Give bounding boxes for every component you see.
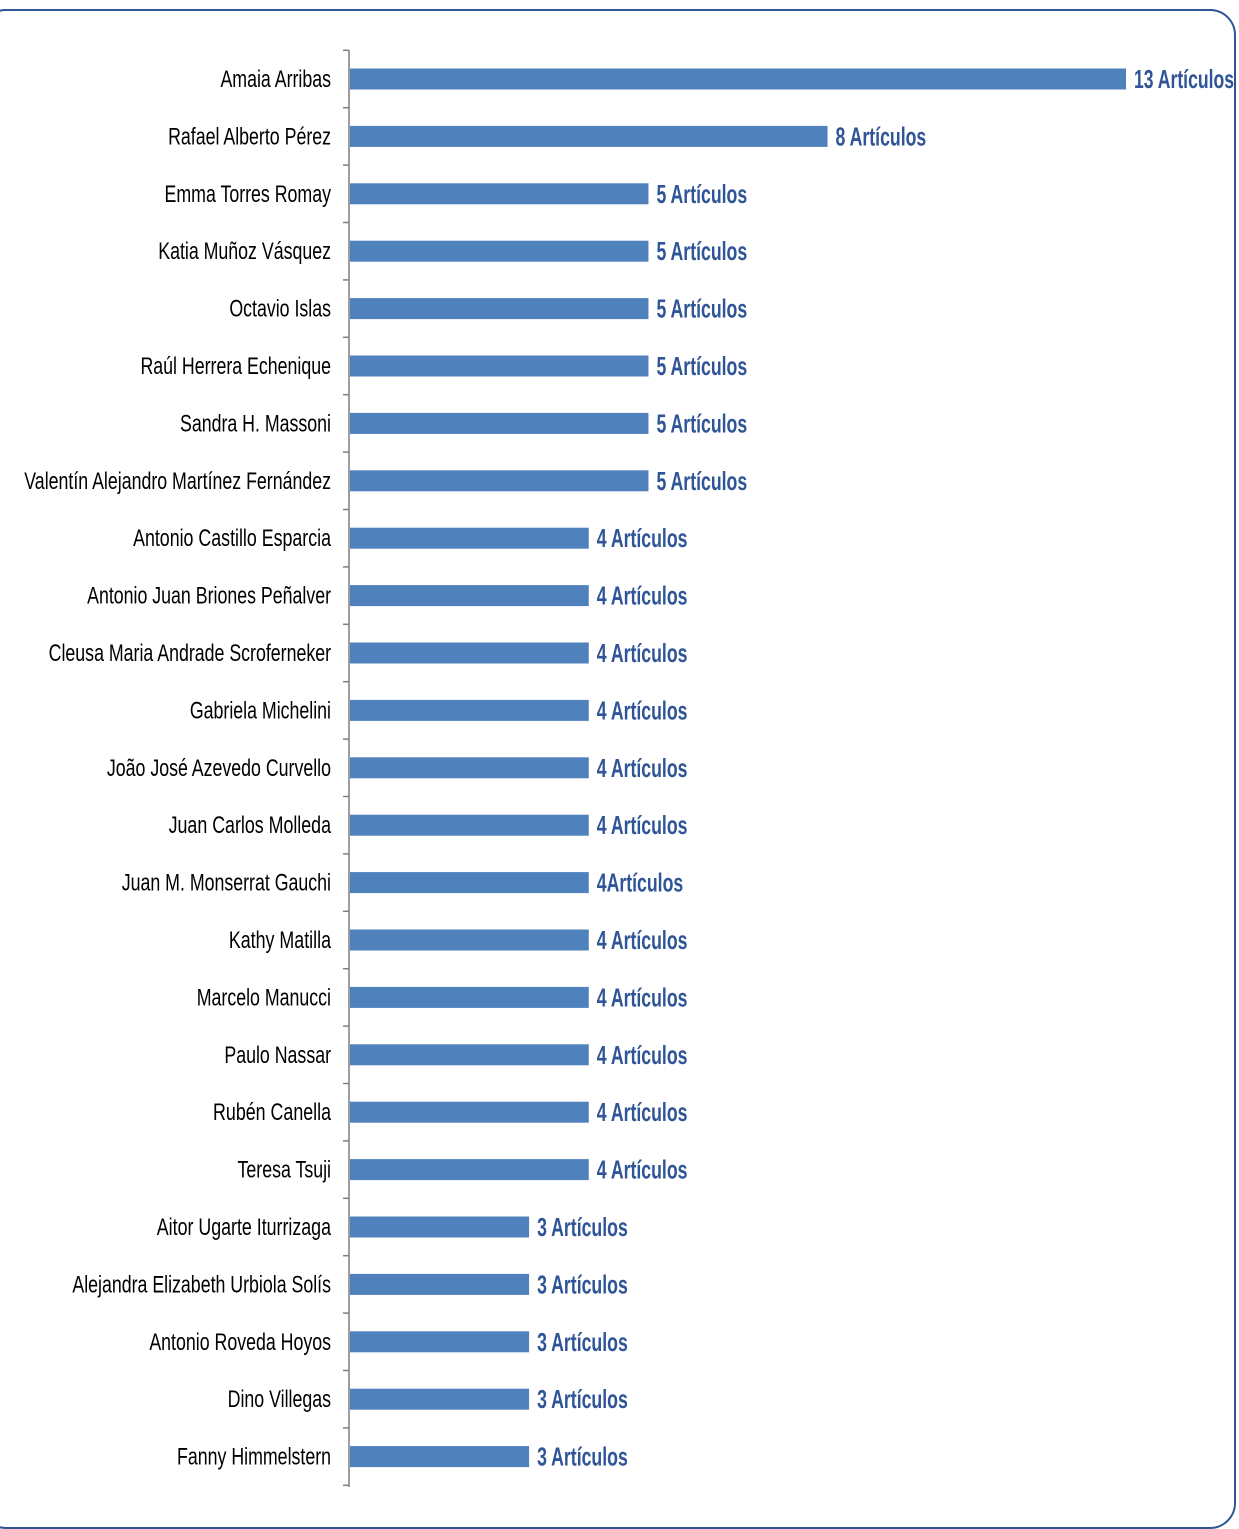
bar xyxy=(350,585,589,607)
bar xyxy=(350,1159,589,1181)
category-label: Emma Torres Romay xyxy=(165,181,331,208)
data-label: 4Artículos xyxy=(597,868,683,898)
data-label: 5 Artículos xyxy=(656,466,747,496)
bar xyxy=(350,1044,589,1066)
category-label: Juan Carlos Molleda xyxy=(169,812,332,839)
data-label: 3 Artículos xyxy=(537,1442,628,1472)
bar xyxy=(350,1216,530,1238)
category-label: Fanny Himmelstern xyxy=(177,1444,331,1471)
data-label: 4 Artículos xyxy=(597,753,688,783)
category-label: Valentín Alejandro Martínez Fernández xyxy=(24,468,331,495)
data-label: 3 Artículos xyxy=(537,1269,628,1299)
data-label: 4 Artículos xyxy=(597,523,688,553)
bar xyxy=(350,240,649,262)
data-label: 4 Artículos xyxy=(597,1155,688,1185)
category-label: Paulo Nassar xyxy=(224,1042,331,1069)
bar xyxy=(350,642,589,664)
data-label: 8 Artículos xyxy=(836,121,927,151)
data-label: 5 Artículos xyxy=(656,408,747,438)
category-label: Kathy Matilla xyxy=(229,927,332,954)
category-label: Katia Muñoz Vásquez xyxy=(158,238,331,265)
bar xyxy=(350,470,649,492)
bar xyxy=(350,872,589,894)
bar xyxy=(350,355,649,377)
bar xyxy=(350,183,649,205)
bar xyxy=(350,814,589,836)
category-labels: Amaia Arribas Rafael Alberto Pérez Emma To… xyxy=(24,66,331,1471)
bar xyxy=(350,412,649,434)
data-label: 3 Artículos xyxy=(537,1327,628,1357)
data-label: 4 Artículos xyxy=(597,581,688,611)
data-label: 5 Artículos xyxy=(656,351,747,381)
category-label: Rubén Canella xyxy=(213,1099,331,1126)
category-axis xyxy=(343,49,350,1487)
category-label: Amaia Arribas xyxy=(220,66,331,93)
data-label: 5 Artículos xyxy=(656,236,747,266)
data-label: 4 Artículos xyxy=(597,810,688,840)
bar xyxy=(350,986,589,1008)
category-label: Sandra H. Massoni xyxy=(180,410,331,437)
data-label: 4 Artículos xyxy=(597,695,688,725)
category-label: Marcelo Manucci xyxy=(197,984,331,1011)
category-label: Aitor Ugarte Iturrizaga xyxy=(157,1214,332,1241)
bar xyxy=(350,699,589,721)
bar xyxy=(350,298,649,320)
category-label: Antonio Juan Briones Peñalver xyxy=(87,583,331,610)
bar xyxy=(350,527,589,549)
bar xyxy=(350,125,828,147)
bar xyxy=(350,68,1126,90)
category-label: Juan M. Monserrat Gauchi xyxy=(122,870,331,897)
bar-chart: Amaia Arribas Rafael Alberto Pérez Emma To… xyxy=(24,49,1234,1487)
category-label: Gabriela Michelini xyxy=(190,697,331,724)
data-label: 3 Artículos xyxy=(537,1212,628,1242)
data-labels: 13 Artículos 8 Artículos 5 Artículos 5 Artí… xyxy=(537,64,1234,1472)
chart-frame xyxy=(0,9,1236,1529)
category-label: Cleusa Maria Andrade Scroferneker xyxy=(49,640,331,667)
data-label: 3 Artículos xyxy=(537,1384,628,1414)
bar xyxy=(350,1273,530,1295)
category-label: Raúl Herrera Echenique xyxy=(140,353,331,380)
bar xyxy=(350,1388,530,1410)
data-label: 4 Artículos xyxy=(597,982,688,1012)
data-label: 5 Artículos xyxy=(656,179,747,209)
bars xyxy=(350,68,1126,1468)
data-label: 4 Artículos xyxy=(597,1040,688,1070)
data-label: 4 Artículos xyxy=(597,638,688,668)
data-label: 13 Artículos xyxy=(1134,64,1234,94)
data-label: 4 Artículos xyxy=(597,925,688,955)
category-label: Antonio Castillo Esparcia xyxy=(133,525,331,552)
bar xyxy=(350,1331,530,1353)
category-label: Teresa Tsuji xyxy=(238,1157,331,1184)
category-label: Rafael Alberto Pérez xyxy=(168,123,331,150)
category-label: João José Azevedo Curvello xyxy=(107,755,331,782)
bar xyxy=(350,757,589,779)
category-label: Octavio Islas xyxy=(229,296,331,323)
bar xyxy=(350,929,589,951)
data-label: 4 Artículos xyxy=(597,1097,688,1127)
data-label: 5 Artículos xyxy=(656,294,747,324)
category-label: Antonio Roveda Hoyos xyxy=(149,1329,331,1356)
bar xyxy=(350,1101,589,1123)
category-label: Dino Villegas xyxy=(228,1386,331,1413)
category-label: Alejandra Elizabeth Urbiola Solís xyxy=(72,1271,331,1298)
bar xyxy=(350,1446,530,1468)
